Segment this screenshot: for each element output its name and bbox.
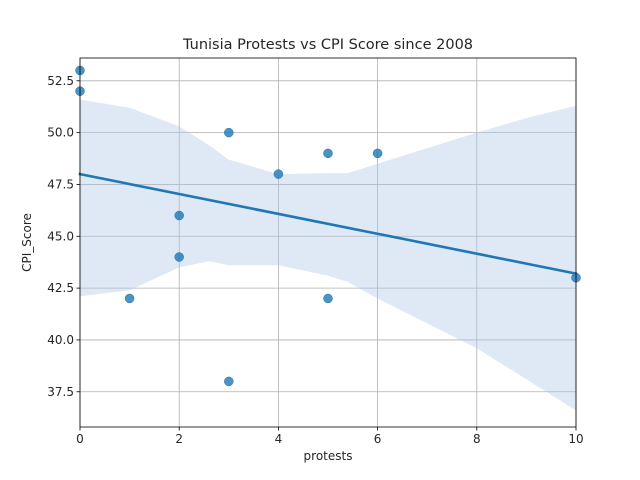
x-axis-label: protests [304,449,353,463]
y-tick-label: 40.0 [47,333,74,347]
data-point [174,210,184,221]
data-point [323,148,333,159]
y-tick-label: 52.5 [47,74,74,88]
regression-line [78,172,578,276]
y-tick-label: 37.5 [47,385,74,399]
y-axis-label: CPI_Score [20,213,34,272]
y-axis-ticks: 37.5 40.0 42.5 45.0 47.5 50.0 52.5 [47,74,80,399]
data-point [372,148,383,159]
data-point [124,293,135,304]
confidence-band-area [80,99,576,411]
grid [79,58,577,427]
data-point [323,293,333,304]
regression-line-path [78,172,578,276]
x-tick-label: 10 [568,432,583,446]
x-axis-ticks: 0 2 4 6 8 10 [76,427,584,446]
y-tick-label: 42.5 [47,281,74,295]
data-point [174,252,184,262]
confidence-band [80,99,576,411]
data-point [273,169,284,179]
y-tick-label: 50.0 [47,126,74,140]
x-tick-label: 0 [76,432,84,446]
x-tick-label: 6 [374,432,382,446]
data-point [224,127,234,138]
x-tick-label: 4 [275,432,283,446]
data-point [224,376,234,387]
y-tick-label: 47.5 [47,177,74,191]
chart-title: Tunisia Protests vs CPI Score since 2008 [182,37,473,53]
x-tick-label: 2 [175,432,183,446]
x-tick-label: 8 [473,432,481,446]
plot-frame [79,57,577,428]
y-tick-label: 45.0 [47,229,74,243]
